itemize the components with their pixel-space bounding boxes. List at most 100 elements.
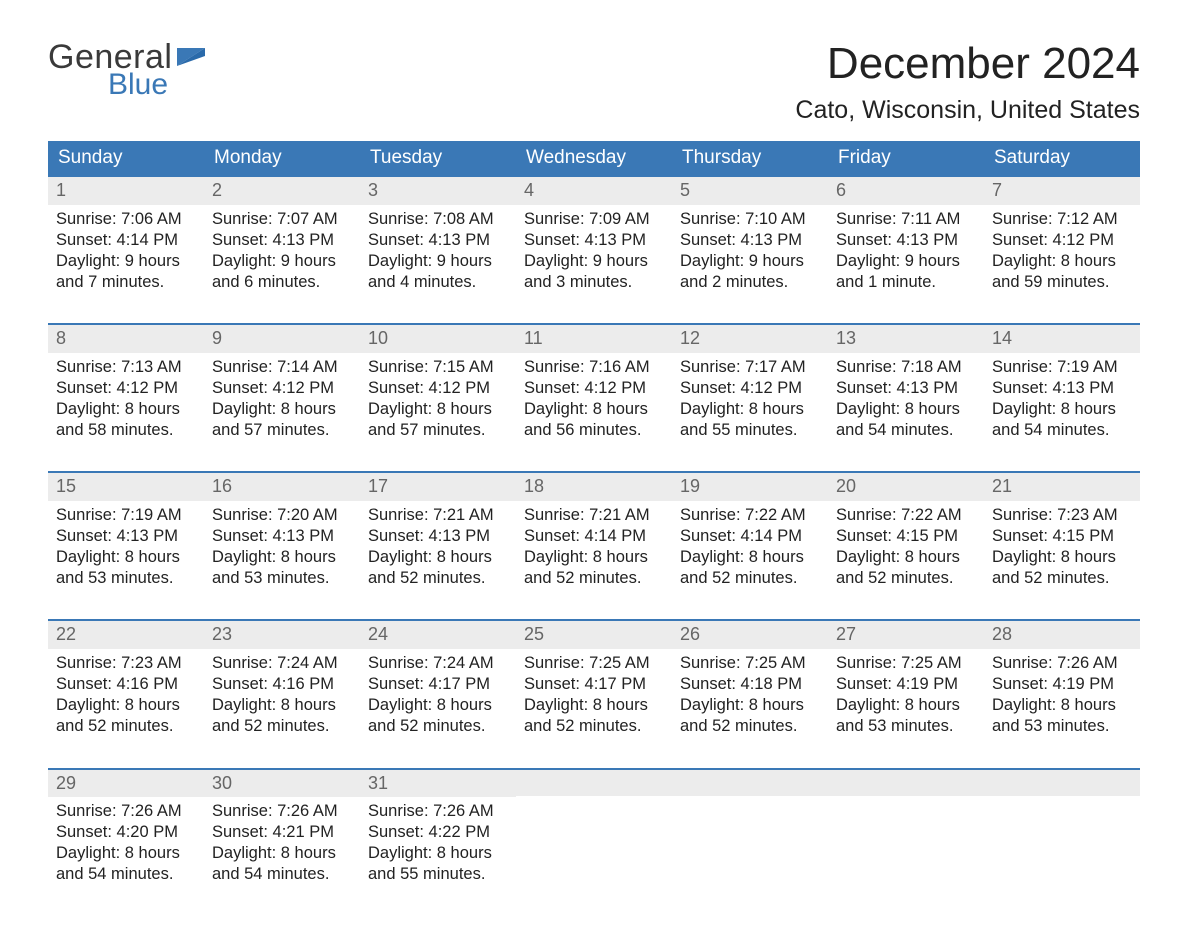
day-number: 11 [516, 325, 672, 353]
header-row: General Blue December 2024 Cato, Wiscons… [48, 40, 1140, 137]
sunset-text: Sunset: 4:13 PM [836, 230, 976, 251]
calendar-page: General Blue December 2024 Cato, Wiscons… [0, 0, 1188, 948]
calendar-day: 4Sunrise: 7:09 AMSunset: 4:13 PMDaylight… [516, 177, 672, 295]
day-body: Sunrise: 7:26 AMSunset: 4:19 PMDaylight:… [984, 649, 1140, 739]
day-number: 30 [204, 770, 360, 798]
daylight-text: Daylight: 8 hours and 52 minutes. [56, 695, 196, 737]
calendar-day: 8Sunrise: 7:13 AMSunset: 4:12 PMDaylight… [48, 325, 204, 443]
calendar-day: 19Sunrise: 7:22 AMSunset: 4:14 PMDayligh… [672, 473, 828, 591]
day-body: Sunrise: 7:10 AMSunset: 4:13 PMDaylight:… [672, 205, 828, 295]
calendar: Sunday Monday Tuesday Wednesday Thursday… [48, 141, 1140, 887]
weekday-header: Saturday [984, 141, 1140, 175]
weekday-header: Tuesday [360, 141, 516, 175]
day-number: 31 [360, 770, 516, 798]
calendar-day: 23Sunrise: 7:24 AMSunset: 4:16 PMDayligh… [204, 621, 360, 739]
sunset-text: Sunset: 4:18 PM [680, 674, 820, 695]
day-number: 10 [360, 325, 516, 353]
sunset-text: Sunset: 4:17 PM [524, 674, 664, 695]
calendar-day: 22Sunrise: 7:23 AMSunset: 4:16 PMDayligh… [48, 621, 204, 739]
day-body: Sunrise: 7:26 AMSunset: 4:20 PMDaylight:… [48, 797, 204, 887]
calendar-day [516, 770, 672, 888]
day-body: Sunrise: 7:24 AMSunset: 4:16 PMDaylight:… [204, 649, 360, 739]
weekday-header: Friday [828, 141, 984, 175]
day-number: 17 [360, 473, 516, 501]
day-number: 13 [828, 325, 984, 353]
sunset-text: Sunset: 4:13 PM [524, 230, 664, 251]
sunset-text: Sunset: 4:12 PM [524, 378, 664, 399]
day-number: 2 [204, 177, 360, 205]
daylight-text: Daylight: 8 hours and 57 minutes. [368, 399, 508, 441]
day-body: Sunrise: 7:21 AMSunset: 4:14 PMDaylight:… [516, 501, 672, 591]
day-number: 3 [360, 177, 516, 205]
calendar-day: 7Sunrise: 7:12 AMSunset: 4:12 PMDaylight… [984, 177, 1140, 295]
sunrise-text: Sunrise: 7:14 AM [212, 357, 352, 378]
sunset-text: Sunset: 4:16 PM [212, 674, 352, 695]
calendar-day: 27Sunrise: 7:25 AMSunset: 4:19 PMDayligh… [828, 621, 984, 739]
day-number: 23 [204, 621, 360, 649]
calendar-week: 8Sunrise: 7:13 AMSunset: 4:12 PMDaylight… [48, 323, 1140, 443]
daylight-text: Daylight: 9 hours and 7 minutes. [56, 251, 196, 293]
title-block: December 2024 Cato, Wisconsin, United St… [795, 40, 1140, 137]
sunset-text: Sunset: 4:17 PM [368, 674, 508, 695]
day-body [828, 796, 984, 876]
sunset-text: Sunset: 4:22 PM [368, 822, 508, 843]
daylight-text: Daylight: 8 hours and 53 minutes. [992, 695, 1132, 737]
sunset-text: Sunset: 4:19 PM [836, 674, 976, 695]
daylight-text: Daylight: 8 hours and 53 minutes. [836, 695, 976, 737]
day-body: Sunrise: 7:19 AMSunset: 4:13 PMDaylight:… [48, 501, 204, 591]
sunset-text: Sunset: 4:13 PM [836, 378, 976, 399]
daylight-text: Daylight: 8 hours and 52 minutes. [680, 547, 820, 589]
day-body: Sunrise: 7:12 AMSunset: 4:12 PMDaylight:… [984, 205, 1140, 295]
daylight-text: Daylight: 8 hours and 55 minutes. [368, 843, 508, 885]
day-body: Sunrise: 7:07 AMSunset: 4:13 PMDaylight:… [204, 205, 360, 295]
day-number: 16 [204, 473, 360, 501]
calendar-day: 14Sunrise: 7:19 AMSunset: 4:13 PMDayligh… [984, 325, 1140, 443]
day-number: 6 [828, 177, 984, 205]
day-body [984, 796, 1140, 876]
day-body [516, 796, 672, 876]
sunrise-text: Sunrise: 7:21 AM [368, 505, 508, 526]
sunrise-text: Sunrise: 7:25 AM [836, 653, 976, 674]
calendar-day: 31Sunrise: 7:26 AMSunset: 4:22 PMDayligh… [360, 770, 516, 888]
day-body: Sunrise: 7:23 AMSunset: 4:16 PMDaylight:… [48, 649, 204, 739]
day-number: 24 [360, 621, 516, 649]
sunset-text: Sunset: 4:13 PM [680, 230, 820, 251]
day-number: 7 [984, 177, 1140, 205]
day-body: Sunrise: 7:09 AMSunset: 4:13 PMDaylight:… [516, 205, 672, 295]
sunrise-text: Sunrise: 7:23 AM [56, 653, 196, 674]
sunrise-text: Sunrise: 7:15 AM [368, 357, 508, 378]
day-body [672, 796, 828, 876]
calendar-day: 5Sunrise: 7:10 AMSunset: 4:13 PMDaylight… [672, 177, 828, 295]
sunset-text: Sunset: 4:13 PM [368, 230, 508, 251]
calendar-week: 22Sunrise: 7:23 AMSunset: 4:16 PMDayligh… [48, 619, 1140, 739]
daylight-text: Daylight: 9 hours and 1 minute. [836, 251, 976, 293]
day-number: 5 [672, 177, 828, 205]
day-number: 9 [204, 325, 360, 353]
sunset-text: Sunset: 4:19 PM [992, 674, 1132, 695]
calendar-day: 6Sunrise: 7:11 AMSunset: 4:13 PMDaylight… [828, 177, 984, 295]
daylight-text: Daylight: 8 hours and 53 minutes. [212, 547, 352, 589]
sunrise-text: Sunrise: 7:23 AM [992, 505, 1132, 526]
calendar-day [984, 770, 1140, 888]
calendar-day: 29Sunrise: 7:26 AMSunset: 4:20 PMDayligh… [48, 770, 204, 888]
daylight-text: Daylight: 8 hours and 54 minutes. [56, 843, 196, 885]
sunrise-text: Sunrise: 7:21 AM [524, 505, 664, 526]
calendar-day: 26Sunrise: 7:25 AMSunset: 4:18 PMDayligh… [672, 621, 828, 739]
day-number [516, 770, 672, 796]
day-body: Sunrise: 7:16 AMSunset: 4:12 PMDaylight:… [516, 353, 672, 443]
month-title: December 2024 [795, 40, 1140, 88]
daylight-text: Daylight: 8 hours and 52 minutes. [680, 695, 820, 737]
sunrise-text: Sunrise: 7:07 AM [212, 209, 352, 230]
sunset-text: Sunset: 4:12 PM [680, 378, 820, 399]
day-number: 8 [48, 325, 204, 353]
sunrise-text: Sunrise: 7:25 AM [680, 653, 820, 674]
daylight-text: Daylight: 8 hours and 52 minutes. [368, 695, 508, 737]
weekday-header: Wednesday [516, 141, 672, 175]
daylight-text: Daylight: 8 hours and 55 minutes. [680, 399, 820, 441]
calendar-week: 15Sunrise: 7:19 AMSunset: 4:13 PMDayligh… [48, 471, 1140, 591]
sunset-text: Sunset: 4:15 PM [992, 526, 1132, 547]
daylight-text: Daylight: 8 hours and 54 minutes. [992, 399, 1132, 441]
sunrise-text: Sunrise: 7:22 AM [836, 505, 976, 526]
sunrise-text: Sunrise: 7:09 AM [524, 209, 664, 230]
day-number: 21 [984, 473, 1140, 501]
